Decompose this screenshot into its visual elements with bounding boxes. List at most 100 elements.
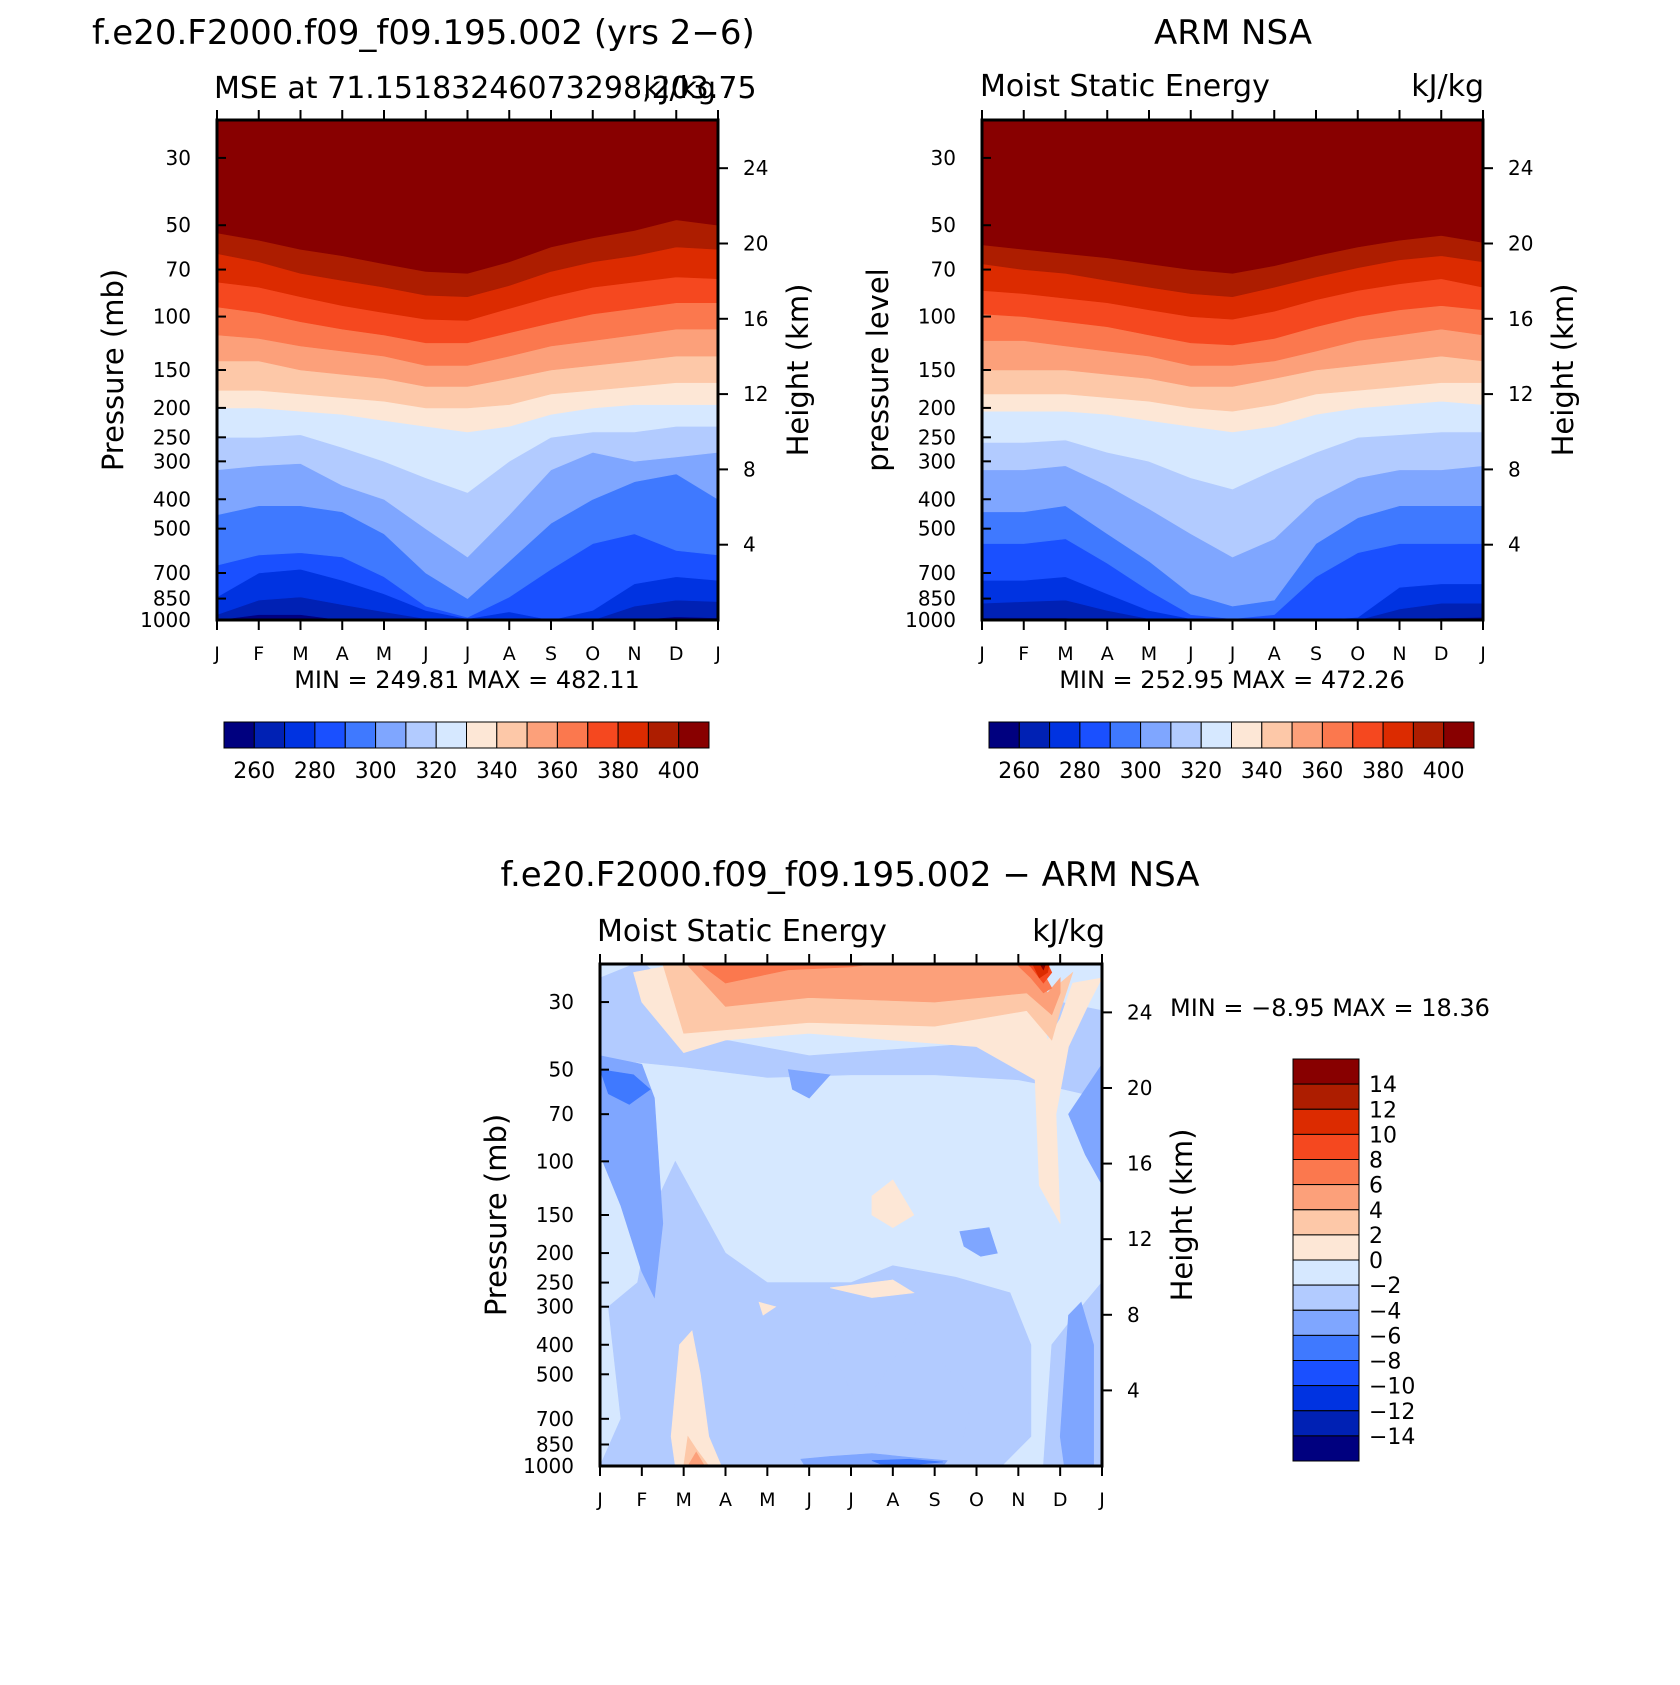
panel-diff-subtitle-left: Moist Static Energy (597, 914, 887, 949)
colorbar-box (1382, 721, 1414, 749)
height-tick-label: 24 (743, 156, 768, 180)
pressure-tick-label: 100 (918, 305, 956, 329)
panel-diff-y2label: Height (km) (1165, 1129, 1199, 1302)
pressure-tick-label: 70 (931, 258, 956, 282)
month-label: J (1098, 1489, 1105, 1511)
pressure-tick-label: 850 (153, 587, 191, 611)
panel-obs: ARM NSA Moist Static Energy kJ/kg 30 50 70… (861, 13, 1580, 784)
panel-model-subtitle-right: kJ/kg (643, 71, 716, 106)
month-label: A (503, 643, 516, 665)
panel-model-subtitle-left: MSE at 71.15183246073298,203.75 (214, 71, 757, 106)
contour-region (1015, 964, 1053, 994)
pressure-tick-label: 500 (918, 517, 956, 541)
month-label: N (627, 643, 641, 665)
colorbar-label: 340 (1241, 759, 1283, 784)
colorbar-box (1292, 1234, 1360, 1261)
colorbar-box (1170, 721, 1202, 749)
panel-obs-title: ARM NSA (1154, 13, 1312, 53)
contour-region (959, 1227, 998, 1257)
pressure-tick-label: 150 (153, 358, 191, 382)
colorbar-label: 14 (1369, 1073, 1397, 1098)
colorbar-label: 300 (1120, 759, 1162, 784)
pressure-tick-label: 300 (918, 449, 956, 473)
contour-region (600, 1055, 664, 1299)
height-tick-label: 16 (1508, 307, 1533, 331)
colorbar-box (1292, 1083, 1360, 1110)
colorbar-label: 320 (415, 759, 457, 784)
pressure-tick-label: 200 (536, 1241, 574, 1265)
colorbar-label: −10 (1369, 1375, 1415, 1400)
colorbar-box (1292, 1184, 1360, 1211)
pressure-tick-label: 300 (153, 449, 191, 473)
height-tick-label: 20 (1127, 1076, 1152, 1100)
colorbar-box (1292, 1209, 1360, 1236)
colorbar-box (1049, 721, 1081, 749)
pressure-tick-label: 200 (153, 396, 191, 420)
colorbar-label: 8 (1369, 1149, 1383, 1174)
colorbar-label: 280 (294, 759, 336, 784)
colorbar-box (466, 721, 498, 749)
month-label: M (376, 643, 392, 665)
height-tick-label: 16 (1127, 1152, 1152, 1176)
contour-region (830, 1279, 915, 1298)
colorbar-label: 2 (1369, 1224, 1383, 1249)
panel-model-stats: MIN = 249.81 MAX = 482.11 (294, 666, 640, 694)
contour-region (1068, 1063, 1102, 1186)
month-label: S (545, 643, 557, 665)
colorbar-box (1292, 1284, 1360, 1311)
pressure-tick-label: 70 (166, 258, 191, 282)
colorbar-box (1292, 1334, 1360, 1362)
panel-model-colorbar: 260 280 300 320 340 360 380 400 (223, 721, 710, 784)
month-label: F (1018, 643, 1029, 665)
colorbar-box (1443, 721, 1475, 749)
month-label: J (596, 1489, 603, 1511)
panel-model-y2label: Height (km) (781, 284, 815, 457)
contour-region (758, 1301, 777, 1316)
pressure-tick-label: 300 (536, 1295, 574, 1319)
pressure-tick-label: 150 (918, 358, 956, 382)
height-tick-label: 24 (1127, 1000, 1152, 1024)
height-tick-label: 8 (743, 457, 756, 481)
panel-diff-subtitle-right: kJ/kg (1032, 914, 1105, 949)
month-label: S (1310, 643, 1322, 665)
height-tick-label: 24 (1508, 156, 1533, 180)
pressure-tick-label: 100 (153, 305, 191, 329)
panel-diff-contours (600, 964, 1102, 1466)
colorbar-label: 12 (1369, 1098, 1397, 1123)
pressure-tick-label: 700 (536, 1407, 574, 1431)
month-label: M (1141, 643, 1157, 665)
colorbar-label: 0 (1369, 1249, 1383, 1274)
colorbar-label: −14 (1369, 1425, 1415, 1450)
colorbar-box (496, 721, 528, 749)
pressure-tick-label: 200 (918, 396, 956, 420)
contour-band (982, 120, 1483, 620)
pressure-tick-label: 30 (166, 146, 191, 170)
colorbar-box (1292, 1385, 1360, 1412)
colorbar-box (1292, 1058, 1360, 1085)
colorbar-box (435, 721, 468, 749)
height-tick-label: 12 (1127, 1227, 1152, 1251)
contour-region (683, 1435, 710, 1466)
colorbar-box (1352, 721, 1384, 749)
colorbar-label: 400 (1423, 759, 1465, 784)
colorbar-label: 360 (1301, 759, 1343, 784)
height-tick-label: 12 (743, 382, 768, 406)
panel-obs-contours (982, 120, 1483, 620)
colorbar-box (1018, 721, 1051, 749)
month-label: M (675, 1489, 691, 1511)
contour-region (600, 1069, 651, 1105)
height-tick-label: 4 (1508, 533, 1521, 557)
pressure-tick-label: 400 (918, 487, 956, 511)
colorbar-box (344, 721, 377, 749)
colorbar-box (988, 721, 1020, 749)
contour-region (670, 1330, 722, 1466)
pressure-tick-label: 850 (536, 1432, 574, 1456)
panel-obs-y2label: Height (km) (1546, 284, 1580, 457)
colorbar-box (587, 721, 619, 749)
colorbar-box (678, 721, 710, 749)
height-tick-label: 8 (1127, 1303, 1140, 1327)
pressure-tick-label: 250 (536, 1271, 574, 1295)
